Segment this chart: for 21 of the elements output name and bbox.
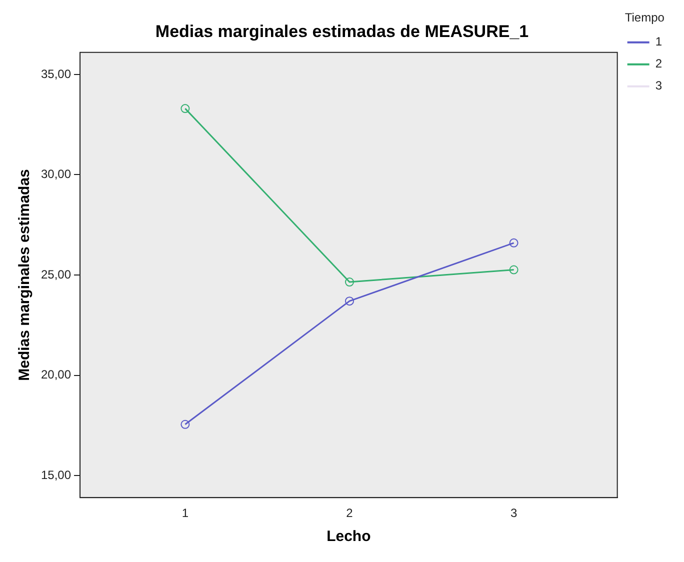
- y-tick-label: 25,00: [41, 267, 72, 282]
- legend-label: 3: [655, 78, 662, 93]
- point: [509, 238, 518, 248]
- y-axis-title: Medias marginales estimadas: [16, 169, 34, 381]
- x-tick-label: 1: [182, 506, 189, 520]
- legend-label: 2: [655, 56, 662, 71]
- legend-label: 1: [655, 34, 662, 49]
- y-tick-label: 30,00: [41, 167, 72, 182]
- y-tick-label: 15,00: [41, 468, 72, 482]
- point: [345, 278, 354, 287]
- y-tick-label: 20,00: [41, 368, 72, 382]
- x-tick-label: 3: [510, 506, 518, 520]
- x-tick-label: 2: [346, 506, 354, 520]
- chart-title: Medias marginales estimadas de MEASURE_1: [155, 22, 529, 41]
- point: [345, 296, 354, 306]
- point: [180, 104, 190, 114]
- legend-title: Tiempo: [624, 10, 665, 24]
- point: [509, 265, 518, 274]
- x-axis-title: Lecho: [326, 528, 371, 546]
- point: [180, 420, 190, 429]
- y-tick-label: 35,00: [41, 66, 72, 81]
